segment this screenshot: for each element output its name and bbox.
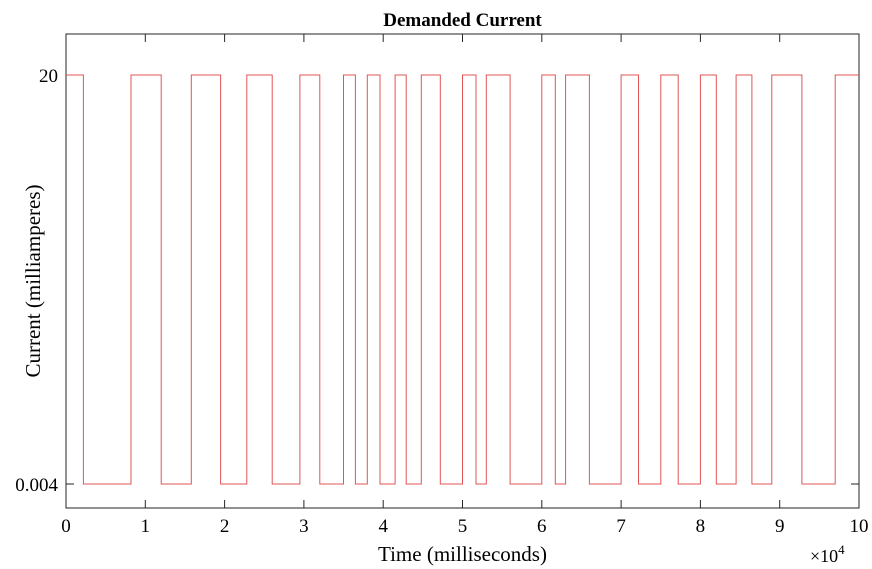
x-tick-label: 5: [458, 516, 468, 537]
y-tick-label: 0.004: [15, 475, 58, 496]
y-axis-label: Current (milliamperes): [21, 184, 45, 377]
x-tick-label: 2: [220, 516, 230, 537]
axis-ticks: [65, 34, 860, 508]
x-tick-label: 6: [537, 516, 547, 537]
series-line-current: [66, 74, 859, 485]
x-axis-label: Time (milliseconds): [378, 542, 547, 566]
chart-title: Demanded Current: [383, 10, 542, 31]
x-multiplier-exponent: 4: [838, 542, 845, 557]
x-multiplier-base: ×10: [810, 546, 838, 566]
x-tick-label: 0: [61, 516, 71, 537]
x-tick-label: 8: [696, 516, 706, 537]
x-tick-label: 10: [850, 516, 869, 537]
x-tick-label: 7: [616, 516, 626, 537]
x-tick-label: 9: [775, 516, 785, 537]
x-tick-label: 4: [378, 516, 388, 537]
x-tick-label: 3: [299, 516, 309, 537]
y-tick-label: 20: [39, 66, 58, 87]
tick-labels: 0 1 2 3 4 5 6 7 8 9 10 0.004 20: [15, 66, 868, 537]
x-tick-label: 1: [141, 516, 151, 537]
x-axis-multiplier: ×104: [810, 542, 845, 566]
